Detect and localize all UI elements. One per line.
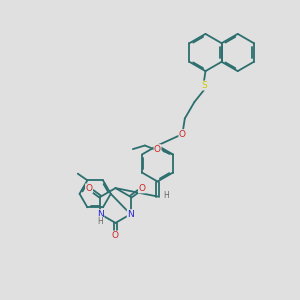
- Text: S: S: [201, 81, 207, 90]
- Text: N: N: [127, 210, 134, 219]
- Text: H: H: [97, 217, 103, 226]
- Text: N: N: [97, 210, 104, 219]
- Text: O: O: [112, 231, 119, 240]
- Text: O: O: [154, 145, 161, 154]
- Text: H: H: [163, 190, 169, 200]
- Text: O: O: [85, 184, 92, 193]
- Text: O: O: [139, 184, 145, 193]
- Text: O: O: [179, 130, 186, 139]
